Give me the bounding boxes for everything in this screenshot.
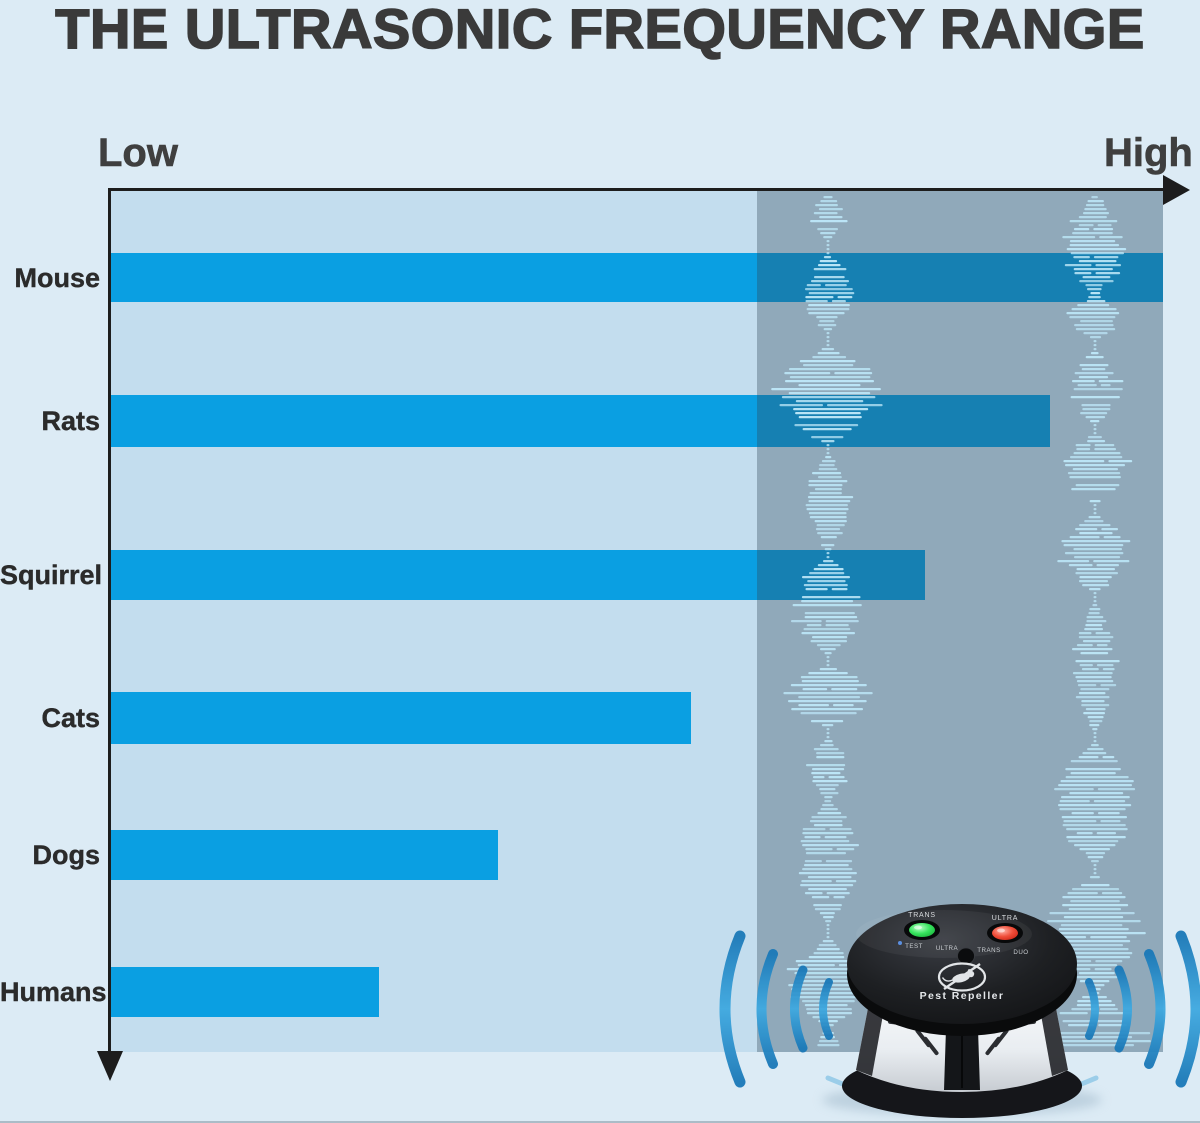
x-axis-line bbox=[108, 188, 1166, 191]
sound-wave-arcs-right-icon bbox=[1085, 930, 1200, 1088]
mode-ultra-label: ULTRA bbox=[936, 945, 959, 952]
trans-led-green bbox=[904, 920, 940, 940]
mode-test-label: TEST bbox=[905, 943, 923, 950]
row-label-dogs: Dogs bbox=[32, 840, 100, 870]
led-trans-label: TRANS bbox=[908, 912, 936, 919]
row-label-humans: Humans bbox=[0, 977, 107, 1007]
bar-humans bbox=[111, 967, 379, 1017]
row-label-squirrel: Squirrel bbox=[0, 560, 103, 590]
axis-high-label: High bbox=[1104, 131, 1193, 176]
mode-trans-label: TRANS bbox=[977, 947, 1000, 954]
sound-wave-arcs-left-icon bbox=[719, 930, 833, 1088]
mode-duo-label: DUO bbox=[1013, 949, 1028, 956]
device-name-label: Pest Repeller bbox=[920, 990, 1005, 1002]
bar-mouse bbox=[111, 253, 1163, 302]
row-label-cats: Cats bbox=[41, 703, 100, 733]
bar-cats bbox=[111, 692, 691, 744]
bar-rats bbox=[111, 395, 1050, 447]
y-axis-line bbox=[108, 188, 111, 1054]
page-title: THE ULTRASONIC FREQUENCY RANGE bbox=[54, 0, 1145, 60]
mode-knob bbox=[957, 947, 975, 965]
axis-low-label: Low bbox=[98, 131, 179, 176]
y-axis-arrow-icon bbox=[97, 1051, 123, 1081]
row-label-rats: Rats bbox=[41, 406, 100, 436]
device-top: TRANS ULTRA TEST ULTRA TRANS DUO bbox=[847, 904, 1077, 1036]
x-axis-arrow-icon bbox=[1163, 175, 1190, 205]
bar-dogs bbox=[111, 830, 498, 880]
test-indicator-dot bbox=[898, 941, 902, 945]
led-ultra-label: ULTRA bbox=[992, 915, 1018, 922]
bar-squirrel bbox=[111, 550, 925, 600]
row-label-mouse: Mouse bbox=[14, 262, 100, 293]
pest-repeller-device: TRANS ULTRA TEST ULTRA TRANS DUO bbox=[719, 904, 1200, 1118]
ultra-led-red bbox=[987, 923, 1023, 943]
no-rodent-logo-icon bbox=[937, 962, 987, 992]
